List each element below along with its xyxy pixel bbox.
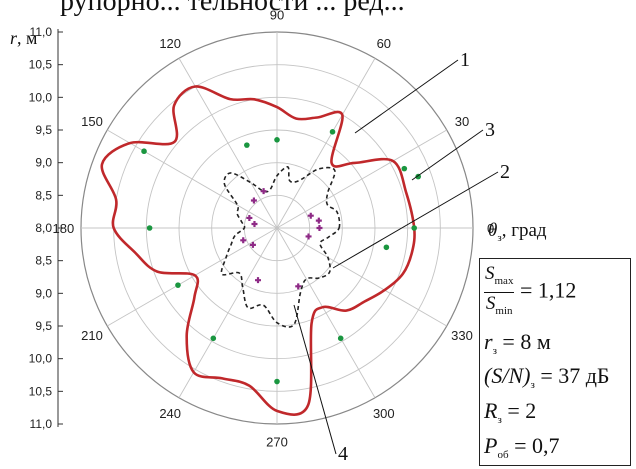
series-4-point bbox=[295, 283, 302, 290]
callout-label-2: 2 bbox=[500, 161, 510, 183]
callout-leader-3 bbox=[411, 129, 484, 181]
ratio-fraction: Smax Smin bbox=[484, 263, 515, 317]
theta-tick-label: 180 bbox=[53, 221, 75, 236]
grid-spoke bbox=[276, 58, 376, 229]
theta-tick-label: 30 bbox=[455, 114, 469, 129]
callout-label-1: 1 bbox=[460, 49, 470, 71]
series-3-point bbox=[244, 142, 250, 148]
rz-row: Rз = 2 bbox=[484, 398, 537, 426]
r-tick-label: 10,5 bbox=[29, 384, 53, 398]
callout-leader-4 bbox=[293, 304, 337, 455]
series-3-point bbox=[337, 335, 344, 342]
theta-tick-label: 0 bbox=[487, 221, 494, 236]
axes: 0 30 60 90 120 150 180 210 240 270 300 330 11,0 10,5 1… bbox=[10, 7, 547, 449]
parameters-box: Smax Smin = 1,12 rз = 8 м (S/N)з = 37 дБ… bbox=[479, 258, 631, 466]
series bbox=[100, 85, 422, 416]
series-4-point bbox=[315, 217, 322, 224]
series-3-point bbox=[411, 225, 418, 231]
r-tick-label: 9,0 bbox=[35, 156, 52, 170]
grid-spoke bbox=[107, 129, 278, 229]
series-3-point bbox=[329, 129, 336, 135]
theta-tick-label: 270 bbox=[266, 435, 288, 450]
series-4-point bbox=[240, 237, 247, 244]
series-4-point bbox=[246, 214, 253, 221]
r-tick-label: 8,0 bbox=[35, 221, 52, 235]
theta-tick-label: 300 bbox=[373, 406, 395, 421]
grid-spoke bbox=[276, 227, 376, 398]
series-4-point bbox=[307, 212, 314, 219]
r-tick-label: 9,5 bbox=[35, 123, 52, 137]
series-4-point bbox=[260, 188, 267, 195]
series-3-point bbox=[274, 137, 280, 143]
series-3-point bbox=[210, 335, 217, 342]
series-4-point bbox=[255, 277, 262, 284]
grid-spoke bbox=[107, 227, 278, 327]
theta-tick-label: 240 bbox=[159, 406, 181, 421]
series-3-point bbox=[383, 244, 390, 251]
r-tick-label: 10,0 bbox=[29, 352, 53, 366]
r-tick-label: 9,0 bbox=[35, 286, 52, 300]
r-tick-label: 8,5 bbox=[35, 188, 52, 202]
r-axis-label: r, м bbox=[10, 28, 37, 48]
series-3-point bbox=[141, 148, 147, 155]
series-3-point bbox=[274, 378, 280, 385]
grid bbox=[80, 31, 474, 425]
grid-spoke bbox=[178, 58, 278, 229]
r-tick-label: 11,0 bbox=[30, 417, 53, 431]
r-tick-label: 11,0 bbox=[30, 25, 53, 39]
callout-leader-1 bbox=[354, 59, 459, 134]
theta-tick-label: 120 bbox=[159, 36, 181, 51]
theta-tick-label: 210 bbox=[81, 328, 103, 343]
pob-row: Pоб = 0,7 bbox=[484, 433, 560, 461]
callouts: 1 23 4 bbox=[293, 49, 510, 465]
ratio-value: = 1,12 bbox=[514, 277, 577, 303]
grid-spoke bbox=[178, 227, 278, 398]
series-4-point bbox=[316, 225, 323, 231]
callout-label-4: 4 bbox=[338, 443, 348, 465]
theta-axis-label: θз, град bbox=[488, 220, 547, 244]
theta-tick-label: 330 bbox=[451, 328, 473, 343]
series-3-point bbox=[175, 282, 181, 288]
grid-spoke bbox=[276, 227, 447, 327]
snr-row: (S/N)з = 37 дБ bbox=[484, 363, 610, 391]
theta-tick-label: 60 bbox=[377, 36, 391, 51]
theta-tick-label: 90 bbox=[270, 7, 284, 22]
series-3-point bbox=[146, 225, 153, 231]
distance-row: rз = 8 м bbox=[484, 329, 551, 357]
series-3-point bbox=[401, 165, 408, 172]
series-1-curve bbox=[100, 85, 416, 416]
theta-tick-label: 150 bbox=[81, 114, 103, 129]
r-tick-label: 8,5 bbox=[35, 254, 52, 268]
series-4-point bbox=[250, 197, 257, 204]
r-tick-label: 10,5 bbox=[29, 58, 53, 72]
series-4-point bbox=[305, 233, 312, 240]
callout-leader-2 bbox=[332, 171, 499, 269]
r-tick-label: 10,0 bbox=[29, 90, 53, 104]
grid-spoke bbox=[276, 129, 447, 229]
series-4-point bbox=[249, 241, 256, 248]
series-2-curve bbox=[220, 166, 341, 328]
series-4-point bbox=[251, 221, 258, 228]
r-tick-label: 9,5 bbox=[35, 319, 52, 333]
callout-label-3: 3 bbox=[485, 119, 495, 141]
top-caption: рупорно... тельности ... ред... bbox=[60, 0, 405, 17]
ratio-row: Smax Smin = 1,12 bbox=[484, 263, 576, 322]
